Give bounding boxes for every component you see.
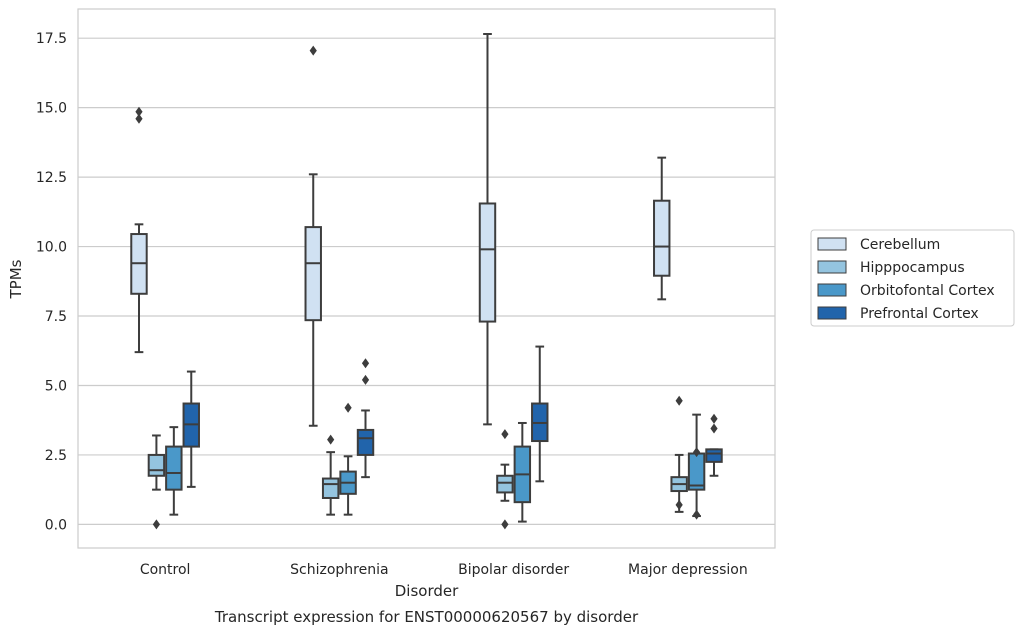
box-cerebellum bbox=[653, 156, 671, 301]
box-hipppocampus bbox=[496, 429, 514, 530]
outlier-point bbox=[152, 519, 161, 530]
y-tick-label: 5.0 bbox=[45, 378, 67, 394]
legend-label: Hipppocampus bbox=[860, 260, 965, 276]
box-hipppocampus bbox=[670, 395, 688, 513]
box-orbitofontal-cortex bbox=[513, 421, 532, 523]
x-tick-label: Bipolar disorder bbox=[458, 562, 569, 578]
y-tick-label: 12.5 bbox=[36, 170, 67, 186]
iqr-box bbox=[705, 448, 723, 463]
iqr-box bbox=[304, 226, 322, 322]
x-tick-label: Control bbox=[140, 562, 191, 578]
box-cerebellum bbox=[304, 45, 322, 427]
x-tick-labels: Control Schizophrenia Bipolar disorder Majo… bbox=[140, 562, 748, 578]
outlier-point bbox=[135, 113, 143, 124]
iqr-box bbox=[653, 199, 671, 277]
box-prefrontal-cortex bbox=[182, 370, 200, 488]
y-tick-label: 15.0 bbox=[36, 101, 67, 117]
outlier-point bbox=[501, 429, 509, 440]
legend-swatch bbox=[817, 306, 847, 320]
y-tick-label: 0.0 bbox=[45, 517, 67, 533]
y-tick-label: 10.0 bbox=[36, 240, 67, 256]
box-hipppocampus bbox=[147, 434, 166, 530]
outlier-point bbox=[135, 106, 143, 117]
legend-label: Prefrontal Cortex bbox=[860, 306, 979, 322]
outlier-point bbox=[327, 434, 335, 445]
outlier-point bbox=[361, 358, 370, 369]
outlier-point bbox=[692, 509, 701, 520]
legend-frame bbox=[810, 229, 1015, 327]
box-hipppocampus bbox=[321, 434, 340, 516]
x-tick-label: Schizophrenia bbox=[290, 562, 388, 578]
box-orbitofontal-cortex bbox=[687, 413, 706, 520]
iqr-box bbox=[321, 477, 340, 499]
iqr-box bbox=[356, 428, 375, 456]
legend-swatch bbox=[817, 283, 847, 297]
iqr-box bbox=[147, 453, 166, 477]
legend-swatch bbox=[817, 237, 847, 251]
outlier-point bbox=[501, 519, 509, 530]
legend-label: Orbitofontal Cortex bbox=[860, 283, 995, 299]
iqr-box bbox=[496, 474, 514, 494]
box-cerebellum bbox=[478, 33, 497, 426]
x-axis-title: Disorder bbox=[395, 582, 459, 600]
outlier-point bbox=[710, 413, 718, 424]
box-orbitofontal-cortex bbox=[165, 426, 183, 516]
outlier-point bbox=[692, 447, 701, 458]
outlier-point bbox=[361, 374, 370, 385]
outlier-point bbox=[309, 45, 317, 56]
outlier-point bbox=[675, 395, 683, 406]
box-prefrontal-cortex bbox=[356, 358, 375, 479]
box-prefrontal-cortex bbox=[531, 345, 549, 483]
box-cerebellum bbox=[130, 106, 148, 354]
chart-caption: Transcript expression for ENST0000062056… bbox=[214, 608, 639, 626]
boxes bbox=[130, 33, 723, 530]
y-tick-labels: 0.0 2.5 5.0 7.5 10.0 12.5 15.0 17.5 bbox=[36, 31, 67, 533]
legend: Cerebellum Hipppocampus Orbitofontal Corte… bbox=[810, 229, 1015, 327]
y-tick-label: 7.5 bbox=[45, 309, 67, 325]
outlier-point bbox=[675, 499, 683, 510]
outlier-point bbox=[710, 423, 718, 434]
y-tick-label: 2.5 bbox=[45, 448, 67, 464]
legend-label: Cerebellum bbox=[860, 237, 940, 253]
y-tick-label: 17.5 bbox=[36, 31, 67, 47]
legend-items: Cerebellum Hipppocampus Orbitofontal Corte… bbox=[817, 237, 995, 322]
iqr-box bbox=[687, 452, 706, 491]
box-orbitofontal-cortex bbox=[339, 402, 357, 516]
grid-lines bbox=[78, 37, 775, 525]
box-prefrontal-cortex bbox=[705, 413, 723, 477]
plot-frame bbox=[77, 8, 776, 549]
iqr-box bbox=[478, 202, 497, 323]
iqr-box bbox=[165, 445, 183, 491]
y-axis-title: TPMs bbox=[7, 259, 25, 299]
outlier-point bbox=[344, 402, 352, 413]
legend-swatch bbox=[817, 260, 847, 274]
x-tick-label: Major depression bbox=[628, 562, 748, 578]
